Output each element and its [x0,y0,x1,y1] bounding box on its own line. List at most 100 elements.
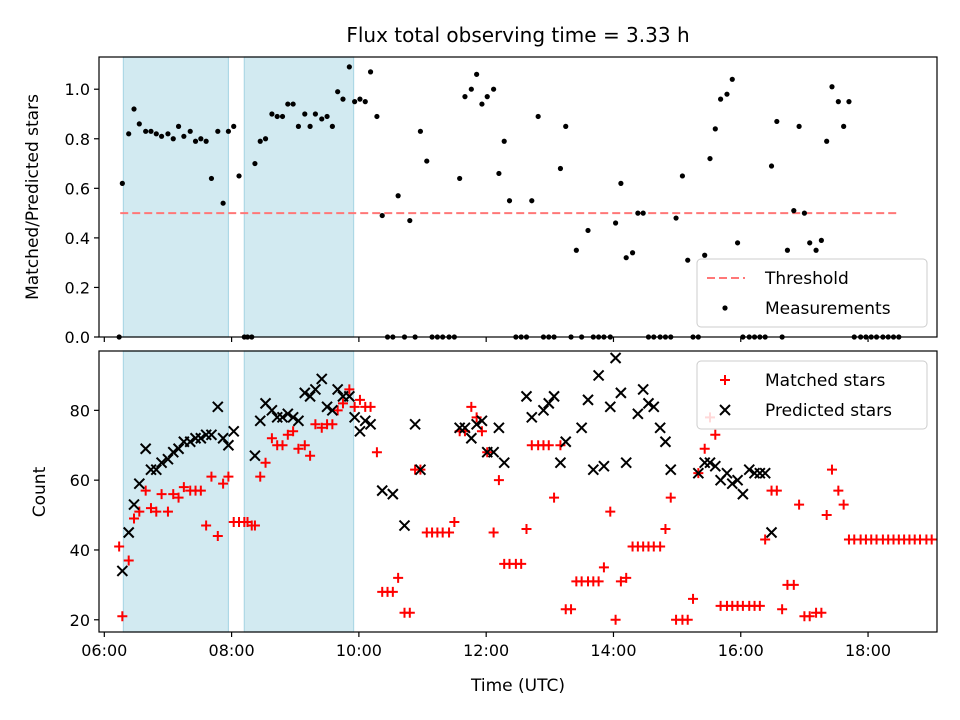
matched-star-point [521,524,532,535]
measurement-point [319,116,325,122]
measurement-point [285,101,291,107]
matched-star-point [926,534,937,545]
predicted-star-point [217,432,229,444]
matched-star-point [710,429,721,440]
predicted-star-point [721,467,733,479]
predicted-star-point [326,404,339,417]
measurement-point [352,99,358,105]
measurement-point [192,138,199,144]
matched-star-point [449,517,460,528]
measurement-point [203,138,209,144]
predicted-star-point [743,463,755,476]
x-tick-label: 14:00 [590,641,636,660]
matched-star-point [151,506,162,517]
matched-star-point [493,475,504,486]
matched-star-point [310,419,321,430]
matched-star-point [195,485,206,496]
measurement-point [379,212,385,219]
count-plot-frame [98,350,938,633]
measurement-point [734,240,741,246]
predicted-star-point [321,401,333,413]
measurement-point [801,210,808,216]
ratio-y-tick-label: 0.2 [65,278,90,297]
matched-star-point [218,478,229,489]
predicted-star-point [759,467,771,479]
measurement-point [367,69,374,75]
measurement-point [573,247,579,253]
matched-star-point [293,443,304,454]
matched-star-point [543,440,554,451]
predicted-star-point [195,432,207,444]
matched-star-point [288,426,299,437]
legend-measurements-swatch [722,305,728,311]
matched-star-point [249,520,260,531]
predicted-star-point [575,422,588,434]
predicted-star-point [554,456,567,469]
measurement-point [474,71,480,77]
measurement-point [829,84,835,90]
matched-star-point [178,482,189,493]
predicted-star-point [487,446,500,458]
matched-star-point [365,401,376,412]
ratio-y-axis-label: Matched/Predicted stars [23,94,43,300]
ratio-plot-frame [98,56,938,338]
predicted-star-point [172,443,185,455]
matched-star-point [117,611,128,622]
count-y-tick-label: 80 [70,401,90,420]
predicted-star-point [598,460,610,472]
matched-star-point [156,489,167,500]
matched-star-point [404,607,415,618]
count-observing-span-1 [122,350,230,633]
matched-star-point [371,447,382,458]
measurement-point [340,96,346,102]
predicted-star-point [476,415,488,427]
measurement-point [269,111,275,117]
predicted-star-point [398,519,411,532]
matched-star-point [387,586,398,597]
measurement-point [679,173,686,179]
predicted-star-point [266,404,278,417]
predicted-star-point [493,422,505,434]
measurement-point [335,89,341,95]
predicted-star-point [304,390,316,403]
matched-star-point [699,443,710,454]
matched-star-point [162,506,173,517]
legend-matched-swatch [720,375,730,385]
matched-star-point [168,489,179,500]
chart-title: Flux total observing time = 3.33 h [346,23,689,47]
predicted-star-point [184,436,196,448]
matched-star-point [655,541,666,552]
measurement-point [818,237,824,243]
measurement-point [484,94,490,100]
predicted-star-point [659,436,672,448]
predicted-star-point [470,418,483,431]
matched-star-point [223,471,234,482]
measurement-point [457,175,463,182]
predicted-star-point [537,404,550,417]
matched-star-point [615,576,626,587]
measurement-point [170,136,176,142]
measurement-point [640,210,646,216]
measurement-point [148,128,154,134]
count-series-1 [114,384,937,625]
matched-star-point [260,457,271,468]
matched-star-point [337,398,348,409]
predicted-star-point [592,369,605,382]
measurement-point [126,131,132,137]
measurement-point [824,138,830,144]
predicted-star-point [548,390,560,403]
predicted-star-point [582,394,594,406]
measurement-point [846,99,852,105]
measurement-point [262,136,269,142]
measurement-point [702,252,708,258]
count-y-tick-label: 60 [70,471,90,490]
matched-star-point [771,485,782,496]
measurement-point [623,255,629,261]
predicted-star-point [249,450,261,462]
matched-star-point [833,485,844,496]
measurement-point [346,64,352,70]
measurement-point [279,113,286,120]
measurement-point [835,99,841,105]
count-series-2 [116,352,778,577]
predicted-star-point [520,390,533,403]
